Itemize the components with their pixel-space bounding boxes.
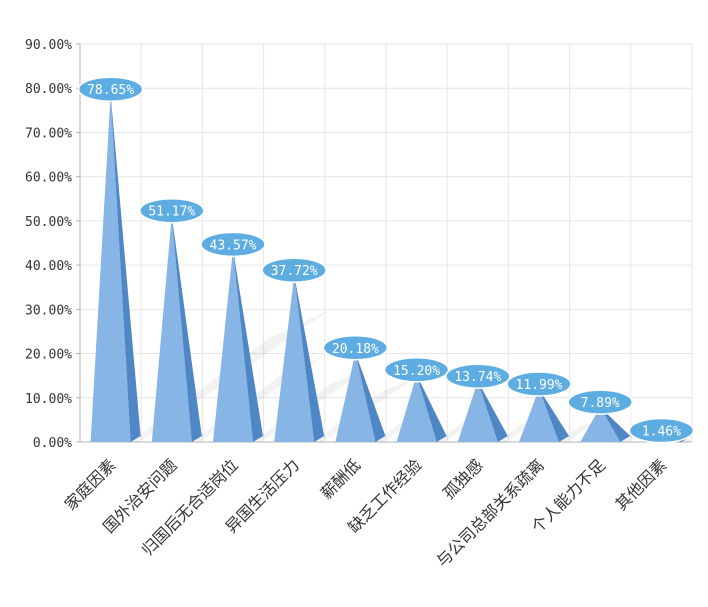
pyramid-side-face [355,352,386,442]
data-label: 43.57% [200,231,266,258]
data-label-text: 20.18% [332,342,379,357]
data-label-bubble [628,417,695,444]
data-label-text: 15.20% [393,364,440,379]
data-label-bubble [567,389,633,415]
x-category-label: 孤独感 [439,455,486,502]
y-tick-label: 60.00% [25,171,72,186]
pyramid-front-face [335,352,376,442]
data-label: 20.18% [322,335,389,361]
data-label: 78.65% [77,76,144,102]
y-tick-label: 70.00% [25,126,72,141]
y-tick-label: 40.00% [25,259,72,274]
data-label-text: 11.99% [516,378,563,393]
pyramid-side-face [110,94,141,442]
data-label: 37.72% [261,257,327,283]
y-tick-label: 80.00% [25,82,72,97]
data-label-bubble [322,335,389,361]
pyramid-front-face [90,94,131,442]
pyramid-side-face [294,275,325,442]
data-label-text: 13.74% [454,370,501,385]
pyramid-front-face [151,215,192,442]
data-label-bubble [261,257,327,283]
data-label: 51.17% [139,197,205,224]
pyramid-side-face [539,388,569,442]
y-tick-label: 0.00% [33,436,72,451]
data-label-bubble [77,76,144,102]
data-label-bubble [445,363,511,389]
y-tick-label: 50.00% [25,215,72,230]
pyramid-bar [519,388,597,442]
pyramid-bars [90,94,693,442]
x-category-label: 家庭因素 [61,455,120,514]
data-label-text: 1.46% [642,425,681,440]
data-label: 1.46% [628,417,695,444]
data-label-text: 37.72% [271,264,318,279]
data-label: 13.74% [445,363,511,389]
pyramid-front-face [519,388,559,442]
data-label-text: 43.57% [210,238,257,253]
x-category-label: 其他因素 [612,455,671,514]
pyramid-front-face [457,381,498,442]
data-label-bubble [139,197,205,224]
y-axis-ticks: 0.00% 10.00% 20.00% 30.00% 40.00% 50.00% 60.00… [25,38,72,451]
y-tick-label: 90.00% [25,38,72,53]
data-label-bubble [200,231,266,258]
x-category-label: 与公司总部关系疏离 [433,455,548,570]
pyramid-front-face [274,275,315,442]
pyramid-side-face [233,249,263,442]
pyramid-front-face [213,249,253,442]
data-label-text: 51.17% [148,205,195,220]
data-label: 15.20% [383,357,450,383]
pyramid-side-face [416,374,447,442]
pyramid-front-face [580,407,621,442]
pyramid-shadow [559,421,597,442]
data-label-text: 78.65% [87,83,134,98]
data-label-bubble [506,371,572,397]
pyramid-side-face [600,407,631,442]
pyramid-side-face [477,381,508,442]
pyramid-front-face [396,374,437,442]
data-label-bubble [383,357,450,383]
pyramid-side-face [171,215,202,442]
y-tick-label: 30.00% [25,303,72,318]
data-label-text: 7.89% [581,396,620,411]
data-label: 11.99% [506,371,572,397]
data-label: 7.89% [567,389,633,415]
y-tick-label: 20.00% [25,348,72,363]
y-tick-label: 10.00% [25,392,72,407]
x-category-label: 薪酬低 [317,455,364,502]
data-labels: 78.65% 51.17% 43.57% 37.72% 20.18% 15.20% 13.7… [77,76,695,444]
